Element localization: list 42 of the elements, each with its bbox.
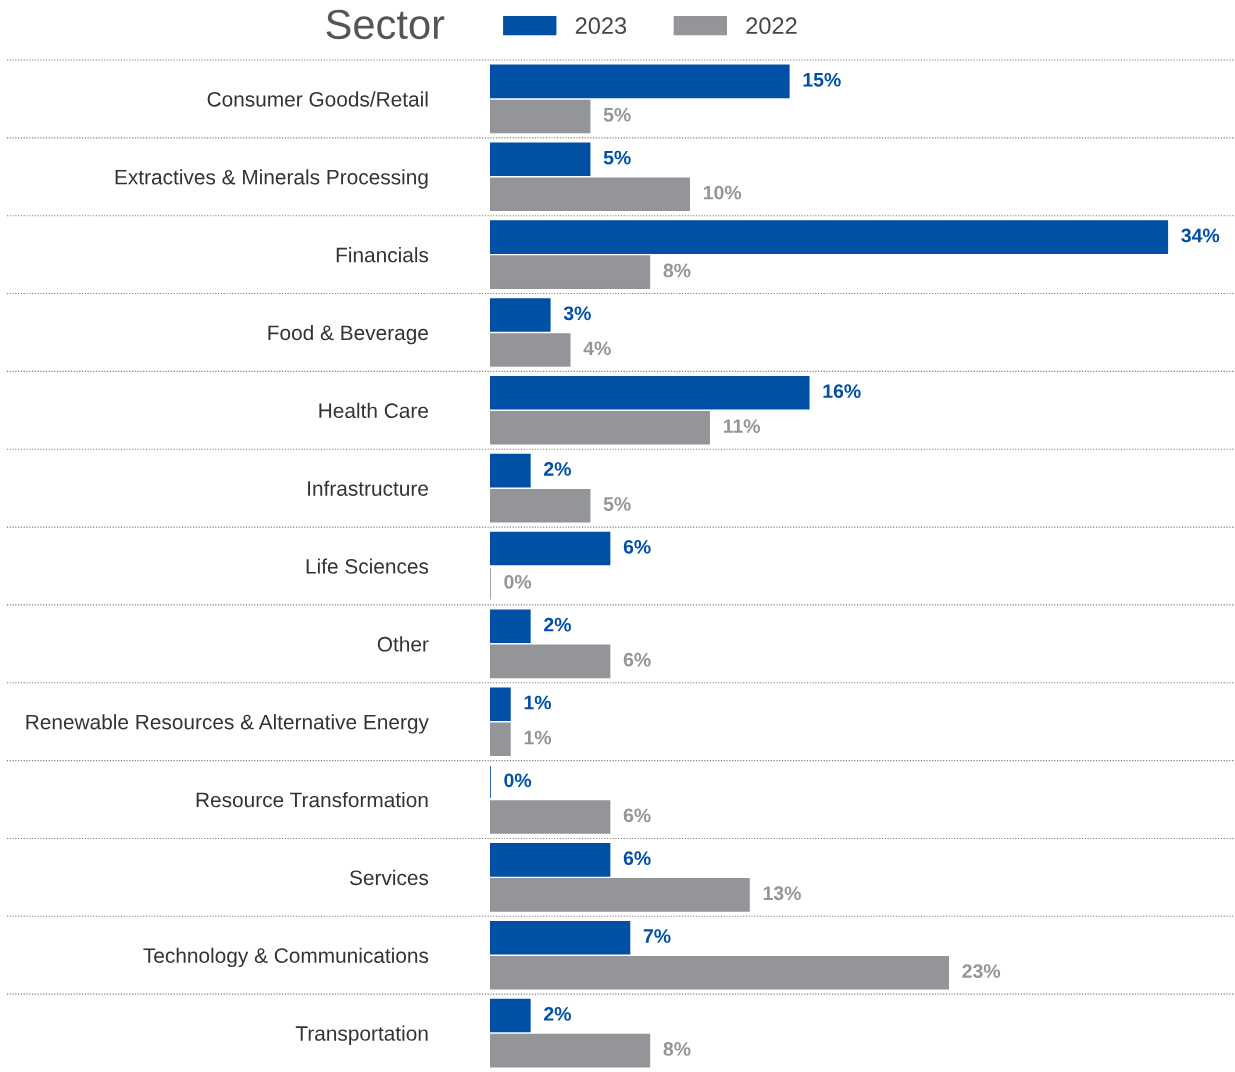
data-label: 6% [623,539,651,554]
data-label: 7% [643,929,671,943]
data-label: 5% [603,497,631,511]
data-label: 11% [723,419,760,433]
y-axis-title: Sector [326,9,445,40]
y-tick-label: Resource Transformation [196,791,428,808]
data-label: 6% [623,652,651,667]
legend-label: 2023 [575,17,627,35]
data-label: 0% [504,574,532,589]
y-tick-label: Extractives & Minerals Processing [115,169,428,189]
data-label: 2% [544,617,571,632]
data-label: 1% [524,695,552,710]
data-label: 15% [803,72,841,87]
y-tick-label: Technology & Communications [143,947,429,968]
y-tick-label: Renewable Resources & Alternative Energy [26,714,429,734]
data-label: 34% [1181,228,1220,243]
y-tick-label: Infrastructure [308,480,428,496]
data-label: 10% [703,185,742,200]
data-label: 6% [623,808,651,823]
legend-label: 2022 [746,17,797,35]
data-label: 4% [583,341,611,356]
data-label: 0% [504,773,532,788]
data-label: 23% [962,964,1001,978]
data-label: 5% [603,150,631,165]
y-tick-label: Services [349,869,429,886]
data-label: 8% [663,1042,691,1056]
data-label: 1% [524,730,552,745]
data-label: 6% [623,851,651,866]
data-label: 5% [603,107,631,122]
y-tick-label: Financials [336,247,429,263]
y-tick-label: Life Sciences [306,558,429,574]
y-tick-label: Transportation [295,1025,428,1045]
y-tick-label: Health Care [319,402,428,419]
y-tick-label: Consumer Goods/Retail [207,91,428,107]
data-label: 13% [763,886,801,901]
data-label: 16% [823,384,861,399]
y-tick-label: Food & Beverage [268,324,428,345]
data-label: 2% [544,462,571,476]
data-label: 2% [544,1007,571,1021]
data-label: 3% [563,306,591,321]
y-tick-label: Other [377,636,429,652]
data-label: 8% [663,263,691,278]
